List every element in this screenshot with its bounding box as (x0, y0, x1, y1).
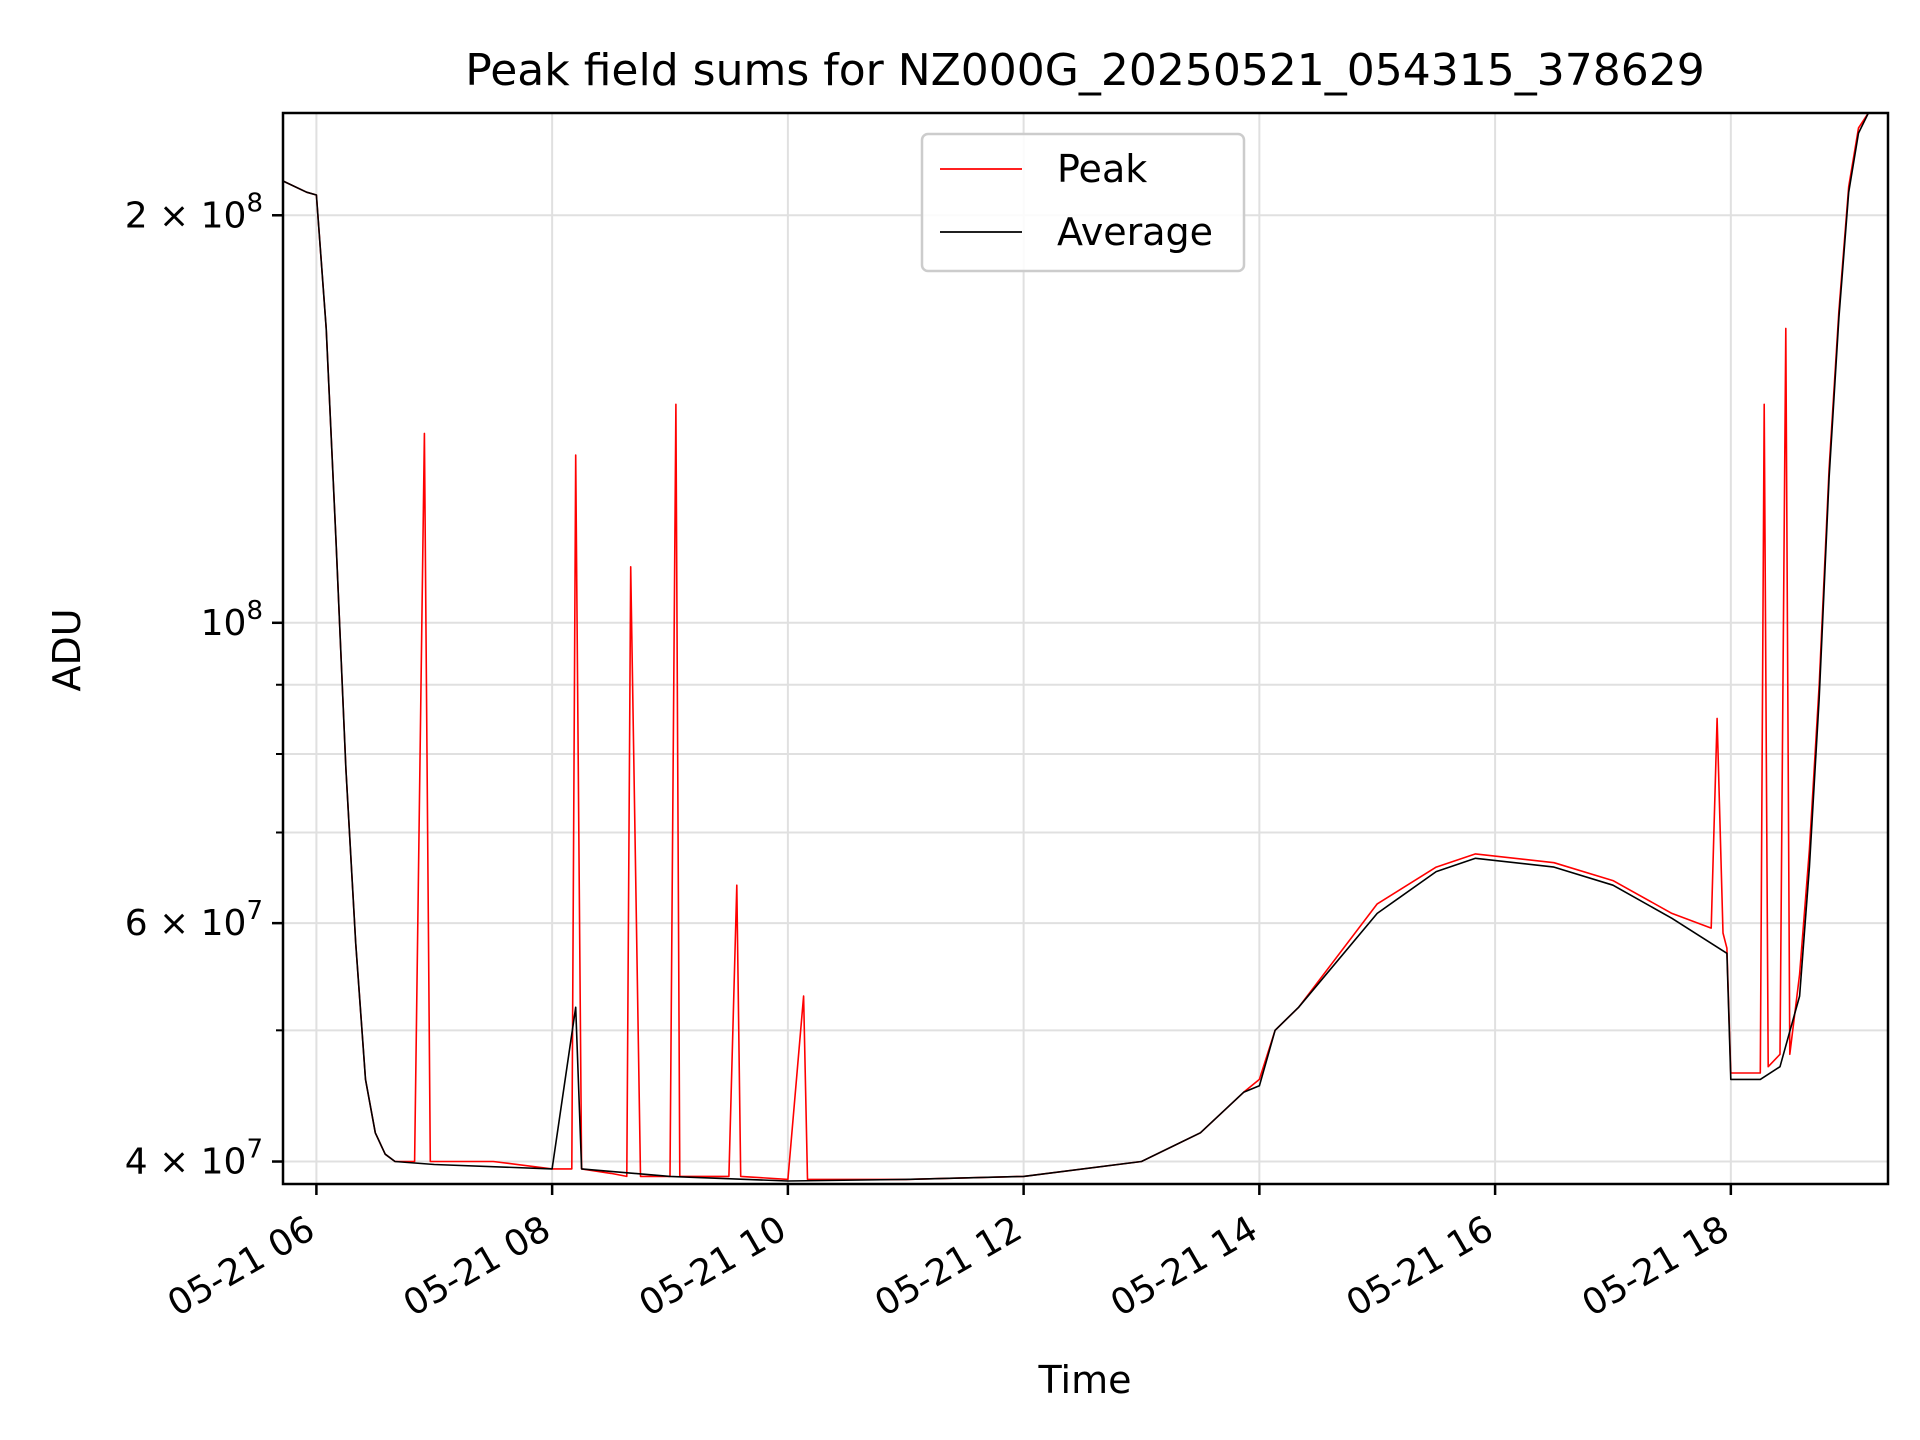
x-tick-label: 05-21 08 (397, 1208, 558, 1324)
y-tick-label: 2 × 108 (125, 188, 263, 236)
y-tick-label: 4 × 107 (125, 1135, 263, 1183)
legend-label-peak: Peak (1057, 147, 1147, 191)
plot-frame (281, 111, 1890, 1186)
x-tick-label: 05-21 16 (1340, 1208, 1501, 1324)
x-tick-label: 05-21 12 (868, 1208, 1029, 1324)
grid (283, 113, 1888, 1184)
y-tick-label: 6 × 107 (125, 896, 263, 944)
legend-label-average: Average (1057, 210, 1213, 254)
x-axis: 05-21 06 05-21 08 05-21 10 05-21 12 05-21 14… (161, 1184, 1736, 1325)
series-line-peak (282, 112, 1888, 1181)
series-line-average (282, 112, 1888, 1182)
chart-title: Peak field sums for NZ000G_20250521_0543… (465, 45, 1704, 96)
x-tick-label: 05-21 10 (633, 1208, 794, 1324)
y-axis-label: ADU (45, 608, 89, 691)
y-tick-label: 108 (201, 596, 263, 644)
y-axis: 4 × 107 6 × 107 108 2 × 108 (125, 188, 283, 1183)
x-tick-label: 05-21 14 (1104, 1208, 1265, 1324)
plot-area (282, 112, 1888, 1182)
x-tick-label: 05-21 18 (1575, 1208, 1736, 1324)
legend: Peak Average (920, 132, 1246, 273)
x-tick-label: 05-21 06 (161, 1208, 322, 1324)
x-axis-label: Time (1038, 1358, 1132, 1402)
